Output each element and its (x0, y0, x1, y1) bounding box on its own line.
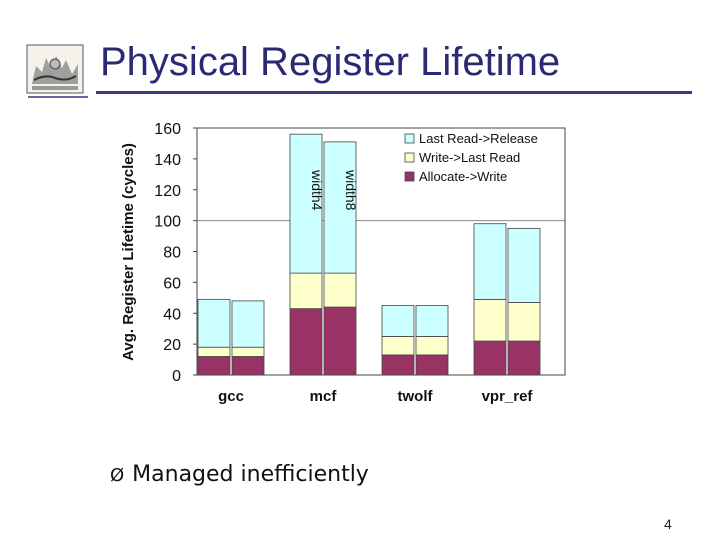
y-tick-label: 160 (154, 121, 181, 138)
x-tick-label-vpr_ref: vpr_ref (482, 388, 534, 405)
logo-underline (28, 96, 88, 98)
chart-legend: Last Read->Release Write->Last Read Alloca… (404, 131, 538, 184)
y-tick-label: 140 (154, 152, 181, 169)
legend-swatch (404, 133, 415, 144)
bar-segment-twolf-width4-0 (381, 354, 415, 376)
y-tick-label: 60 (163, 275, 181, 292)
y-tick-label: 40 (163, 306, 181, 323)
legend-label: Last Read->Release (419, 131, 538, 146)
bar-segment-mcf-width4-2 (289, 133, 323, 274)
bar-segment-gcc-width8-2 (231, 300, 265, 348)
y-tick-label: 120 (154, 183, 181, 200)
bar-segment-twolf-width4-2 (381, 305, 415, 337)
bar-segment-twolf-width8-1 (415, 336, 449, 356)
bar-segment-mcf-width8-1 (323, 272, 357, 308)
y-tick-label: 80 (163, 245, 181, 262)
bullet-text: Managed inefficiently (132, 462, 369, 487)
bar-segment-vpr_ref-width4-2 (473, 223, 507, 300)
legend-swatch (404, 171, 415, 182)
bar-label-width8: width8 (343, 169, 359, 211)
y-tick-label: 0 (172, 368, 181, 385)
x-tick-label-twolf: twolf (398, 388, 434, 405)
slide-title: Physical Register Lifetime (100, 40, 561, 84)
bar-segment-gcc-width4-1 (197, 346, 231, 357)
y-tick-label: 20 (163, 337, 181, 354)
bullet-arrow-icon: Ø (110, 465, 125, 486)
y-tick-label: 100 (154, 214, 181, 231)
bar-segment-vpr_ref-width8-1 (507, 302, 541, 342)
bar-segment-vpr_ref-width4-0 (473, 340, 507, 376)
bar-segment-gcc-width4-0 (197, 356, 231, 376)
bar-segment-vpr_ref-width8-2 (507, 227, 541, 303)
bar-segment-gcc-width8-1 (231, 346, 265, 357)
bar-label-width4: width4 (309, 169, 325, 211)
x-tick-label-mcf: mcf (310, 388, 338, 405)
bar-segment-vpr_ref-width8-0 (507, 340, 541, 376)
y-axis-label: Avg. Register Lifetime (cycles) (120, 143, 137, 361)
bar-segment-mcf-width8-0 (323, 306, 357, 376)
bar-segment-twolf-width8-0 (415, 354, 449, 376)
bar-segment-mcf-width4-1 (289, 272, 323, 310)
title-underline (96, 91, 692, 94)
x-tick-label-gcc: gcc (218, 388, 244, 405)
legend-label: Allocate->Write (419, 169, 507, 184)
college-seal-logo-icon (26, 44, 84, 94)
bar-segment-mcf-width4-0 (289, 308, 323, 376)
bar-segment-twolf-width8-2 (415, 305, 449, 337)
bar-segment-gcc-width8-0 (231, 356, 265, 376)
legend-swatch (404, 152, 415, 163)
legend-label: Write->Last Read (419, 150, 520, 165)
bar-segment-gcc-width4-2 (197, 298, 231, 348)
bar-segment-twolf-width4-1 (381, 336, 415, 356)
bar-segment-vpr_ref-width4-1 (473, 298, 507, 342)
bar-segment-mcf-width8-2 (323, 141, 357, 274)
bullet-point: Ø Managed inefficiently (110, 462, 369, 487)
page-number: 4 (664, 516, 672, 532)
